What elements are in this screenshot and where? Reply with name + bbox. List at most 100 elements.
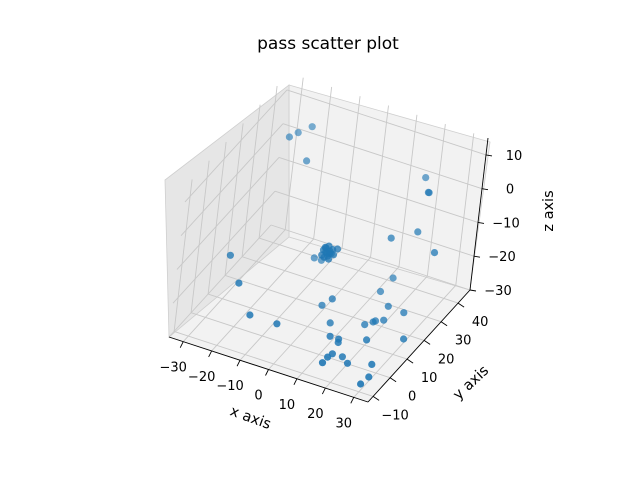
z-grid-back [278,157,479,223]
scatter-point [343,359,352,367]
z-tick-mark [477,222,485,224]
x-tick-label: 20 [307,407,324,422]
x-grid-floor [211,238,314,352]
x-grid-floor [182,229,286,342]
scatter-point [422,174,430,182]
y-tick-label: 0 [408,390,416,405]
x-tick-mark [293,378,298,385]
y-grid-floor [241,256,442,323]
scatter-point [380,316,388,324]
data-points [226,123,439,388]
scatter-point [235,279,243,287]
z-tick-label: 10 [506,149,523,164]
scatter-point [285,133,293,141]
scatter-point [294,129,302,137]
y-grid-side [241,104,261,257]
y-grid-side [258,86,278,239]
z-grid-back [286,89,487,156]
x-tick-mark [321,387,326,395]
z-grid-side [168,224,272,338]
z-axis-line [469,137,489,291]
y-grid-side [224,123,244,276]
scatter-point [368,360,376,368]
scatter-point [328,295,336,303]
y-tick-label: 10 [421,371,438,386]
scatter-point [400,335,408,343]
z-grid-back [282,123,483,190]
scatter-point [308,123,316,131]
x-tick-mark [236,360,241,367]
y-tick-label: −10 [381,408,408,423]
y-axis-label: y axis [450,363,492,404]
scatter-point [365,373,373,381]
y-grid-floor [207,293,408,360]
z-tick-label: 0 [506,183,514,198]
z-tick-label: −10 [492,216,519,231]
x-grid-back [370,105,389,258]
scatter-point [363,336,371,344]
x-grid-back [426,124,446,277]
scatter-point [357,380,365,388]
scatter-point [376,287,385,296]
x-grid-floor [268,257,371,370]
z-axis-label: z axis [541,190,557,231]
z-tick-label: −20 [488,250,515,265]
z-grid-side [172,190,276,304]
scatter-point [246,311,254,319]
scatter-point [361,321,369,329]
scatter-point [324,255,333,263]
y-grid-floor [173,330,374,397]
y-tick-mark [440,321,448,327]
scatter-point [369,318,377,326]
scatter-point [318,301,326,309]
y-tick-mark [372,396,380,401]
grid-lines [168,77,487,398]
scatter-point [310,254,318,262]
x-grid-back [284,77,304,230]
z-grid-side [184,89,288,203]
x-tick-label: 30 [336,416,353,431]
scatter-point [226,251,234,259]
x-tick-label: 0 [254,389,262,404]
scatter-point [334,338,342,347]
x-tick-label: −20 [188,370,215,385]
y-grid-side [207,142,227,295]
x-tick-mark [179,341,184,348]
z-grid-side [176,157,280,270]
x-tick-mark [265,369,269,376]
x-tick-label: −30 [159,361,186,376]
z-grid-back [270,224,471,291]
scatter-point [414,228,422,236]
y-tick-mark [389,377,397,383]
y-grid-side [173,179,193,332]
scatter-point [424,188,432,196]
y-grid-side [190,160,210,313]
x-tick-mark [208,350,213,358]
x-grid-floor [325,275,428,389]
y-tick-label: 20 [438,352,455,367]
z-tick-mark [481,188,489,191]
z-tick-label: −30 [484,284,511,299]
y-tick-label: 30 [455,334,472,349]
z-tick-mark [485,154,493,157]
scatter-point [273,320,281,328]
x-grid-back [341,96,361,249]
y-grid-floor [224,274,425,341]
x-tick-label: 10 [279,398,296,413]
y-axis-line [367,289,471,403]
z-tick-mark [469,289,477,292]
y-tick-mark [457,302,465,308]
scatter-point [338,353,346,361]
scatter-point [303,157,311,165]
scatter-point [326,332,334,340]
x-axis-label: x axis [228,403,273,432]
scatter-point [328,350,336,358]
z-tick-mark [473,255,481,258]
x-grid-back [455,133,475,286]
y-grid-floor [258,237,459,304]
x-grid-back [398,114,418,267]
axis-lines [168,137,493,404]
scatter-point [317,256,325,264]
